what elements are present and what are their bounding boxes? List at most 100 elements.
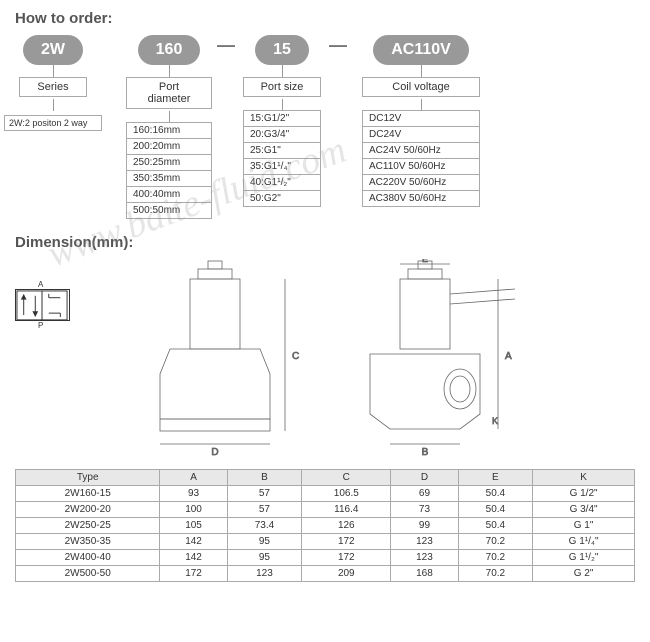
table-cell: 172 bbox=[302, 550, 391, 566]
example-voltage-pill: AC110V bbox=[373, 35, 469, 65]
table-cell: 172 bbox=[302, 534, 391, 550]
table-cell: 69 bbox=[391, 486, 458, 502]
table-cell: G 1¹/₄" bbox=[533, 534, 635, 550]
table-cell: 116.4 bbox=[302, 502, 391, 518]
table-cell: 93 bbox=[160, 486, 227, 502]
portdia-option: 500:50mm bbox=[126, 202, 212, 219]
table-cell: 168 bbox=[391, 566, 458, 582]
valve-drawing-icon: D C B A E K bbox=[85, 259, 635, 459]
table-cell: 100 bbox=[160, 502, 227, 518]
table-cell: G 1¹/₂" bbox=[533, 550, 635, 566]
portsize-option: 20:G3/4" bbox=[243, 126, 321, 143]
port-a-label: A bbox=[38, 280, 43, 289]
table-cell: 99 bbox=[391, 518, 458, 534]
table-cell: 70.2 bbox=[458, 534, 533, 550]
svg-text:C: C bbox=[292, 351, 299, 362]
schematic-icon bbox=[16, 290, 69, 321]
voltage-option: DC24V bbox=[362, 126, 480, 143]
voltage-option: AC24V 50/60Hz bbox=[362, 142, 480, 159]
table-cell: 70.2 bbox=[458, 566, 533, 582]
table-cell: 73 bbox=[391, 502, 458, 518]
table-cell: 2W400-40 bbox=[16, 550, 160, 566]
table-cell: 2W200-20 bbox=[16, 502, 160, 518]
portsize-option: 35:G1¹/₄" bbox=[243, 158, 321, 175]
portsize-option: 25:G1" bbox=[243, 142, 321, 159]
connector-line bbox=[282, 65, 283, 77]
table-cell: 57 bbox=[227, 502, 302, 518]
how-to-order-title: How to order: bbox=[15, 10, 635, 27]
table-cell: 2W160-15 bbox=[16, 486, 160, 502]
portsize-label: Port size bbox=[243, 77, 321, 97]
table-cell: 95 bbox=[227, 550, 302, 566]
separator-dash: — bbox=[211, 35, 241, 56]
dimension-title: Dimension(mm): bbox=[15, 234, 635, 251]
table-header: C bbox=[302, 470, 391, 486]
svg-text:B: B bbox=[422, 447, 429, 458]
table-cell: 142 bbox=[160, 550, 227, 566]
example-portdia-pill: 160 bbox=[138, 35, 201, 65]
table-header: E bbox=[458, 470, 533, 486]
table-header: K bbox=[533, 470, 635, 486]
table-row: 2W500-5017212320916870.2G 2" bbox=[16, 566, 635, 582]
connector-line bbox=[421, 65, 422, 77]
portsize-option: 50:G2" bbox=[243, 190, 321, 207]
table-cell: 123 bbox=[391, 550, 458, 566]
voltage-label: Coil voltage bbox=[362, 77, 480, 97]
series-label: Series bbox=[19, 77, 87, 97]
table-cell: 95 bbox=[227, 534, 302, 550]
table-header: B bbox=[227, 470, 302, 486]
dimension-drawing: D C B A E K bbox=[85, 259, 635, 459]
portdia-option: 160:16mm bbox=[126, 122, 212, 139]
table-header: D bbox=[391, 470, 458, 486]
connector-line bbox=[53, 99, 54, 111]
port-p-label: P bbox=[38, 321, 43, 330]
table-row: 2W350-351429517212370.2G 1¹/₄" bbox=[16, 534, 635, 550]
table-cell: 57 bbox=[227, 486, 302, 502]
table-cell: 2W350-35 bbox=[16, 534, 160, 550]
series-note: 2W:2 positon 2 way bbox=[4, 115, 102, 131]
connector-line bbox=[169, 65, 170, 77]
table-cell: G 1" bbox=[533, 518, 635, 534]
separator-dash: — bbox=[323, 35, 353, 56]
connector-line bbox=[53, 65, 54, 77]
svg-text:A: A bbox=[505, 351, 512, 362]
svg-text:E: E bbox=[422, 259, 428, 264]
table-row: 2W250-2510573.41269950.4G 1" bbox=[16, 518, 635, 534]
table-cell: G 3/4" bbox=[533, 502, 635, 518]
svg-text:K: K bbox=[492, 416, 498, 426]
table-cell: 106.5 bbox=[302, 486, 391, 502]
table-cell: 126 bbox=[302, 518, 391, 534]
table-row: 2W400-401429517212370.2G 1¹/₂" bbox=[16, 550, 635, 566]
portdia-option: 350:35mm bbox=[126, 170, 212, 187]
voltage-option: AC380V 50/60Hz bbox=[362, 190, 480, 207]
table-cell: 123 bbox=[391, 534, 458, 550]
table-cell: 123 bbox=[227, 566, 302, 582]
voltage-option: AC220V 50/60Hz bbox=[362, 174, 480, 191]
portdia-label: Port diameter bbox=[126, 77, 212, 109]
table-cell: G 1/2" bbox=[533, 486, 635, 502]
dimension-table: Type A B C D E K 2W160-159357106.56950.4… bbox=[15, 469, 635, 582]
table-cell: 2W250-25 bbox=[16, 518, 160, 534]
table-header: A bbox=[160, 470, 227, 486]
portsize-option: 15:G1/2" bbox=[243, 110, 321, 127]
ordering-columns: 2W Series 2W:2 positon 2 way 160 Port di… bbox=[15, 35, 635, 219]
example-series-pill: 2W bbox=[23, 35, 83, 65]
table-cell: 209 bbox=[302, 566, 391, 582]
dimension-section: A P D C bbox=[15, 259, 635, 459]
table-cell: 70.2 bbox=[458, 550, 533, 566]
table-cell: 142 bbox=[160, 534, 227, 550]
table-cell: 50.4 bbox=[458, 486, 533, 502]
portdia-option: 200:20mm bbox=[126, 138, 212, 155]
table-cell: 50.4 bbox=[458, 502, 533, 518]
table-row: 2W160-159357106.56950.4G 1/2" bbox=[16, 486, 635, 502]
table-cell: 50.4 bbox=[458, 518, 533, 534]
schematic-symbol: A P bbox=[15, 259, 70, 321]
svg-text:D: D bbox=[211, 447, 218, 458]
table-cell: 105 bbox=[160, 518, 227, 534]
table-cell: 172 bbox=[160, 566, 227, 582]
table-cell: G 2" bbox=[533, 566, 635, 582]
table-header: Type bbox=[16, 470, 160, 486]
table-cell: 73.4 bbox=[227, 518, 302, 534]
table-row: 2W200-2010057116.47350.4G 3/4" bbox=[16, 502, 635, 518]
portdia-option: 250:25mm bbox=[126, 154, 212, 171]
